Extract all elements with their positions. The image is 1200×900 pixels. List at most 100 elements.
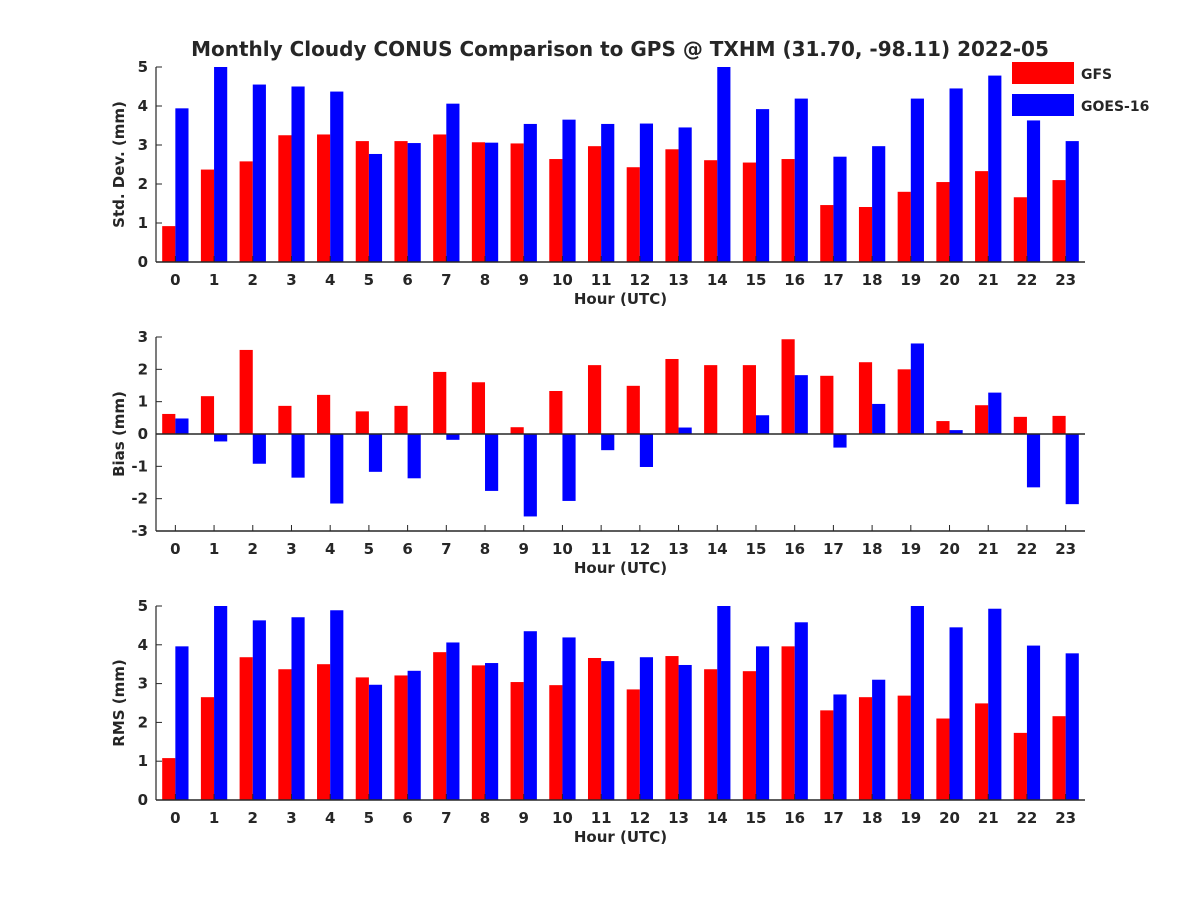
- bar-gfs-hour-23: [1052, 180, 1066, 262]
- x-tick-label: 6: [402, 809, 412, 827]
- bar-goes-16-hour-6: [407, 434, 421, 479]
- bar-goes-16-hour-11: [601, 123, 615, 262]
- bar-goes-16-hour-22: [1026, 120, 1041, 263]
- bar-goes-16-hour-3: [291, 434, 305, 478]
- bar-goes-16-hour-5: [368, 434, 383, 472]
- x-tick-label: 12: [629, 809, 650, 827]
- bar-goes-16-hour-17: [833, 156, 847, 262]
- x-axis-label: Hour (UTC): [574, 290, 667, 308]
- y-tick-label: -1: [131, 457, 148, 475]
- bar-goes-16-hour-19: [910, 98, 924, 262]
- x-tick-label: 14: [707, 540, 728, 558]
- x-tick-label: 4: [325, 809, 335, 827]
- bar-goes-16-hour-17: [833, 434, 847, 448]
- bar-goes-16-hour-12: [639, 434, 654, 467]
- x-tick-label: 23: [1055, 271, 1076, 289]
- x-tick-label: 23: [1055, 540, 1076, 558]
- y-tick-label: -2: [131, 490, 148, 508]
- x-tick-label: 21: [978, 809, 999, 827]
- bar-gfs-hour-2: [239, 657, 253, 800]
- x-tick-label: 3: [286, 809, 296, 827]
- bar-goes-16-hour-10: [562, 637, 576, 800]
- bar-gfs-hour-19: [897, 369, 911, 434]
- bar-goes-16-hour-18: [872, 146, 886, 262]
- bar-goes-16-hour-12: [639, 657, 654, 800]
- bar-gfs-hour-17: [820, 375, 834, 434]
- bar-goes-16-hour-4: [330, 434, 344, 504]
- x-tick-label: 5: [364, 540, 374, 558]
- x-tick-label: 0: [170, 271, 180, 289]
- bar-goes-16-hour-5: [368, 153, 383, 262]
- bar-goes-16-hour-7: [446, 434, 460, 440]
- y-tick-label: 0: [138, 425, 148, 443]
- legend-label-goes-16: GOES-16: [1081, 99, 1149, 115]
- bar-goes-16-hour-21: [988, 608, 1002, 800]
- bar-gfs-hour-2: [239, 349, 253, 434]
- x-tick-label: 21: [978, 271, 999, 289]
- bar-goes-16-hour-12: [639, 123, 654, 262]
- x-tick-label: 21: [978, 540, 999, 558]
- bar-goes-16-hour-4: [330, 91, 344, 262]
- panel-2: 0 1 2 3 4 5 6 7 8 9 10 11 12 13 14 15 16 17 18 19 20 21 22 23-3…: [110, 328, 1085, 577]
- bar-goes-16-hour-8: [485, 142, 499, 262]
- x-axis-label: Hour (UTC): [574, 559, 667, 577]
- bar-gfs-hour-14: [704, 669, 718, 800]
- x-tick-label: 17: [823, 809, 844, 827]
- legend-label-gfs: GFS: [1081, 67, 1112, 83]
- bar-gfs-hour-3: [278, 405, 292, 434]
- y-tick-label: 1: [138, 214, 148, 232]
- bar-gfs-hour-21: [975, 171, 989, 262]
- y-tick-label: 3: [138, 675, 148, 693]
- bar-gfs-hour-11: [587, 146, 602, 262]
- panel-3: 0 1 2 3 4 5 6 7 8 9 10 11 12 13 14 15 16 17 18 19 20 21 22 2301…: [110, 597, 1085, 846]
- bar-goes-16-hour-2: [252, 84, 266, 262]
- x-tick-label: 18: [862, 809, 883, 827]
- y-tick-label: 2: [138, 360, 148, 378]
- x-tick-label: 12: [629, 271, 650, 289]
- bar-gfs-hour-21: [975, 703, 989, 800]
- x-tick-label: 9: [519, 540, 529, 558]
- bar-gfs-hour-1: [200, 396, 215, 434]
- y-tick-label: 0: [138, 791, 148, 809]
- x-tick-label: 10: [552, 809, 573, 827]
- bar-gfs-hour-18: [858, 362, 873, 434]
- bar-gfs-hour-7: [433, 134, 447, 262]
- bar-goes-16-hour-11: [601, 434, 615, 451]
- bar-goes-16-hour-8: [485, 434, 499, 491]
- bar-goes-16-hour-16: [794, 622, 808, 800]
- bar-gfs-hour-8: [471, 665, 486, 800]
- bar-gfs-hour-13: [665, 656, 679, 800]
- chart-title: Monthly Cloudy CONUS Comparison to GPS @…: [191, 37, 1049, 61]
- x-tick-label: 9: [519, 271, 529, 289]
- x-tick-label: 18: [862, 271, 883, 289]
- x-tick-label: 13: [668, 809, 689, 827]
- x-tick-label: 17: [823, 540, 844, 558]
- x-tick-label: 5: [364, 271, 374, 289]
- bar-goes-16-hour-13: [678, 664, 692, 800]
- bar-gfs-hour-0: [162, 413, 176, 434]
- x-tick-label: 11: [591, 809, 612, 827]
- bar-goes-16-hour-8: [485, 663, 499, 800]
- y-tick-label: 1: [138, 393, 148, 411]
- x-tick-label: 8: [480, 540, 490, 558]
- bar-goes-16-hour-11: [601, 661, 615, 800]
- bar-gfs-hour-16: [781, 159, 795, 262]
- bar-gfs-hour-22: [1013, 416, 1027, 434]
- bar-gfs-hour-23: [1052, 716, 1066, 800]
- x-tick-label: 3: [286, 540, 296, 558]
- bar-goes-16-hour-3: [291, 617, 305, 800]
- bar-gfs-hour-8: [471, 382, 486, 434]
- bar-goes-16-hour-1: [214, 67, 228, 262]
- x-tick-label: 13: [668, 271, 689, 289]
- bar-goes-16-hour-3: [291, 86, 305, 262]
- x-tick-label: 20: [939, 540, 960, 558]
- x-tick-label: 22: [1017, 809, 1038, 827]
- x-tick-label: 7: [441, 809, 451, 827]
- bar-gfs-hour-9: [510, 682, 524, 800]
- x-tick-label: 23: [1055, 809, 1076, 827]
- y-tick-label: 5: [138, 597, 148, 615]
- bar-goes-16-hour-17: [833, 694, 847, 800]
- bar-gfs-hour-3: [278, 669, 292, 800]
- y-tick-label: 2: [138, 175, 148, 193]
